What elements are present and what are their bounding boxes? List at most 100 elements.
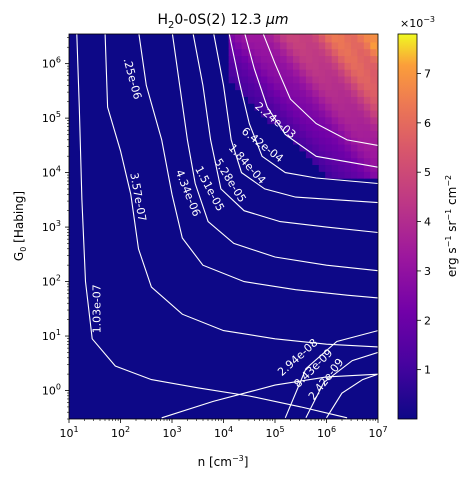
heatmap-cell [305,69,313,77]
heatmap-cell [241,35,249,43]
heatmap-cell [318,157,326,166]
heatmap-cell [376,48,378,57]
heatmap-cell [260,69,268,77]
heatmap-cell [376,109,378,118]
heatmap-cell [370,116,378,125]
heatmap-cell [305,137,313,145]
heatmap-cell [318,109,326,118]
heatmap-cell [293,96,301,104]
heatmap-cell [350,55,358,63]
heatmap-cell [344,150,352,159]
heatmap-cell [305,75,313,84]
heatmap-cell [376,116,378,125]
heatmap-cell [363,89,371,97]
heatmap-cell [363,35,371,43]
heatmap-cell [267,41,275,50]
y-tick-label: 103 [42,219,61,234]
heatmap-cell [344,55,352,63]
heatmap-cell [376,75,378,84]
heatmap-cell [247,48,255,57]
heatmap-cell [344,116,352,125]
heatmap-cell [376,150,378,159]
heatmap-cell [376,96,378,104]
heatmap-cell [280,75,288,84]
heatmap-cell [286,82,294,91]
heatmap-cell [293,48,301,57]
heatmap-cell [357,69,365,77]
heatmap-cell [241,82,249,91]
heatmap-cell [241,69,249,77]
heatmap-cell [273,48,281,57]
heatmap-cell [318,69,326,77]
heatmap-cell [273,41,281,50]
colorbar-tick-label: 2 [424,314,431,327]
heatmap-cell [305,116,313,125]
heatmap-cell [350,123,358,131]
heatmap-cell [325,55,333,63]
heatmap-cell [370,130,378,138]
heatmap-cell [299,35,307,43]
heatmap-cell [299,82,307,91]
heatmap-cell [363,48,371,57]
heatmap-cell [235,62,243,70]
heatmap-cell [241,55,249,63]
heatmap-cell [228,48,236,57]
heatmap-cell [299,116,307,125]
heatmap-cell [376,69,378,77]
heatmap-cell [331,109,339,118]
heatmap-cell [376,130,378,138]
heatmap-cell [299,41,307,50]
heatmap-cell [299,62,307,70]
heatmap-cell [370,103,378,111]
heatmap-cell [357,103,365,111]
y-axis: 100 101 102 103 104 105 106 [42,37,69,420]
heatmap-cell [331,150,339,159]
heatmap-cell [235,69,243,77]
heatmap-cell [338,55,346,63]
heatmap-cell [318,48,326,57]
heatmap-cell [338,164,346,172]
heatmap-cell [338,109,346,118]
heatmap-cell [235,34,243,36]
heatmap-cell [228,55,236,63]
heatmap-cell [350,34,358,36]
heatmap-cell [305,143,313,152]
heatmap-cell [318,62,326,70]
heatmap-cell [350,157,358,166]
heatmap-cell [293,137,301,145]
heatmap-cell [260,75,268,84]
heatmap-cell [363,150,371,159]
heatmap-cell [344,96,352,104]
heatmap-cell [344,41,352,50]
heatmap-cell [241,41,249,50]
x-tick-label: 103 [162,425,181,440]
heatmap-cell [325,96,333,104]
heatmap-cell [331,82,339,91]
heatmap-cell [273,55,281,63]
heatmap-cell [235,55,243,63]
heatmap-cell [318,143,326,152]
heatmap-cell [273,116,281,125]
heatmap-cell [331,143,339,152]
heatmap-cell [363,130,371,138]
heatmap-cell [344,164,352,172]
heatmap-cell [228,69,236,77]
heatmap-cell [260,41,268,50]
heatmap-cell [312,48,320,57]
heatmap-cell [363,69,371,77]
heatmap-cell [273,89,281,97]
heatmap-cell [338,137,346,145]
heatmap-cell [286,130,294,138]
heatmap-cell [363,103,371,111]
heatmap-cell [247,96,255,104]
y-axis-label: G0 [Habing] [12,191,28,261]
heatmap-cell [293,82,301,91]
heatmap-cell [338,48,346,57]
heatmap-cell [280,34,288,36]
heatmap-cell [370,96,378,104]
heatmap-cell [286,75,294,84]
heatmap-cell [247,34,255,36]
heatmap-cell [338,150,346,159]
heatmap-cell [299,123,307,131]
